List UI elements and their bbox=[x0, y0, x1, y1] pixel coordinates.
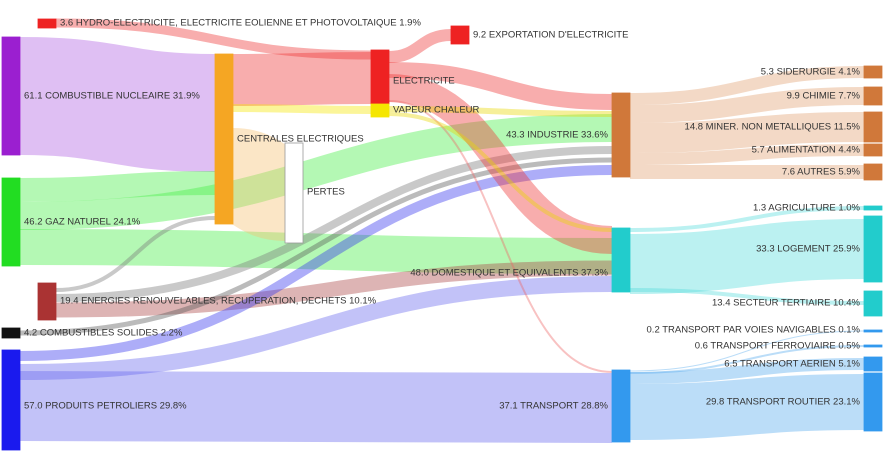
flow-link bbox=[629, 144, 865, 165]
node-label: 9.9 CHIMIE 7.7% bbox=[787, 91, 861, 102]
flow-link bbox=[629, 66, 865, 105]
flow-link bbox=[19, 165, 613, 361]
node bbox=[863, 143, 883, 157]
node-label: 5.3 SIDERURGIE 4.1% bbox=[761, 67, 861, 78]
node bbox=[863, 329, 883, 333]
flow-link bbox=[232, 52, 372, 106]
flow-link bbox=[629, 112, 865, 153]
node bbox=[863, 344, 883, 348]
node-label: 43.3 INDUSTRIE 33.6% bbox=[506, 130, 608, 141]
node bbox=[284, 142, 304, 244]
flow-link bbox=[19, 371, 613, 443]
node bbox=[370, 49, 390, 105]
flow-link bbox=[388, 62, 613, 110]
node-label: 0.6 TRANSPORT FERROVIAIRE 0.5% bbox=[695, 341, 861, 352]
links bbox=[19, 18, 865, 443]
flow-link bbox=[19, 157, 613, 336]
node-label: 61.1 COMBUSTIBLE NUCLEAIRE 31.9% bbox=[24, 91, 200, 102]
flow-link bbox=[629, 345, 865, 374]
flow-link bbox=[388, 29, 452, 63]
flow-link bbox=[629, 330, 865, 372]
node-label: 13.4 SECTEUR TERTIAIRE 10.4% bbox=[712, 298, 861, 309]
flow-link bbox=[388, 100, 613, 373]
flow-link bbox=[19, 276, 613, 380]
node-label: 46.2 GAZ NATUREL 24.1% bbox=[24, 217, 141, 228]
node bbox=[863, 163, 883, 181]
node bbox=[611, 369, 631, 443]
node bbox=[1, 177, 21, 267]
flow-link bbox=[629, 219, 865, 294]
node bbox=[1, 327, 21, 339]
flow-link bbox=[19, 171, 216, 202]
node bbox=[611, 92, 631, 178]
flow-link bbox=[55, 216, 216, 292]
flow-link bbox=[19, 37, 216, 172]
node-label: 37.1 TRANSPORT 28.8% bbox=[499, 401, 608, 412]
node bbox=[37, 282, 57, 321]
node-label: CENTRALES ELECTRIQUES bbox=[237, 134, 364, 145]
node-label: 48.0 DOMESTIQUE ET EQUIVALENTS 37.3% bbox=[410, 268, 608, 279]
flow-link bbox=[19, 229, 613, 274]
node-label: PERTES bbox=[307, 187, 345, 198]
node-label: 9.2 EXPORTATION D'ELECTRICITE bbox=[473, 30, 628, 41]
node-label: 19.4 ENERGIES RENOUVELABLES, RECUPERATIO… bbox=[60, 296, 377, 307]
node bbox=[863, 205, 883, 211]
flow-link bbox=[55, 146, 613, 302]
node bbox=[1, 36, 21, 156]
flow-link bbox=[19, 114, 613, 230]
node-label: ELECTRICITE bbox=[393, 76, 455, 87]
node-label: 4.2 COMBUSTIBLES SOLIDES 2.2% bbox=[24, 328, 183, 339]
node-label: VAPEUR CHALEUR bbox=[393, 105, 480, 116]
flow-link bbox=[388, 106, 613, 117]
node bbox=[863, 290, 883, 317]
node-label: 14.8 MINER. NON METALLIQUES 11.5% bbox=[685, 122, 861, 133]
node-label: 7.6 AUTRES 5.9% bbox=[782, 167, 861, 178]
node bbox=[863, 65, 883, 79]
flow-link bbox=[629, 358, 865, 384]
node-label: 5.7 ALIMENTATION 4.4% bbox=[752, 145, 861, 156]
node-label: 0.2 TRANSPORT PAR VOIES NAVIGABLES 0.1% bbox=[647, 325, 861, 336]
node bbox=[863, 86, 883, 106]
node bbox=[863, 111, 883, 143]
flow-link bbox=[55, 18, 372, 60]
node bbox=[1, 349, 21, 451]
node bbox=[863, 356, 883, 372]
node-label: 1.3 AGRICULTURE 1.0% bbox=[753, 203, 861, 214]
node-label: 57.0 PRODUITS PETROLIERS 29.8% bbox=[24, 401, 187, 412]
flow-link bbox=[227, 128, 291, 241]
flow-link bbox=[629, 206, 865, 232]
flow-link bbox=[388, 74, 613, 254]
flow-link bbox=[232, 104, 372, 114]
flow-link bbox=[55, 260, 613, 318]
node bbox=[863, 215, 883, 283]
node-label: 6.5 TRANSPORT AERIEN 5.1% bbox=[724, 359, 860, 370]
flow-link bbox=[629, 374, 865, 440]
node-label: 29.8 TRANSPORT ROUTIER 23.1% bbox=[706, 397, 861, 408]
flow-link bbox=[629, 288, 865, 305]
node bbox=[611, 227, 631, 293]
node bbox=[370, 103, 390, 118]
flow-link bbox=[388, 112, 613, 232]
node bbox=[863, 372, 883, 432]
node bbox=[450, 25, 470, 45]
node bbox=[214, 53, 234, 225]
node-label: 3.6 HYDRO-ELECTRICITE, ELECTRICITE EOLIE… bbox=[60, 18, 421, 29]
node-label: 33.3 LOGEMENT 25.9% bbox=[756, 244, 860, 255]
node bbox=[37, 18, 57, 29]
flow-link bbox=[629, 87, 865, 123]
